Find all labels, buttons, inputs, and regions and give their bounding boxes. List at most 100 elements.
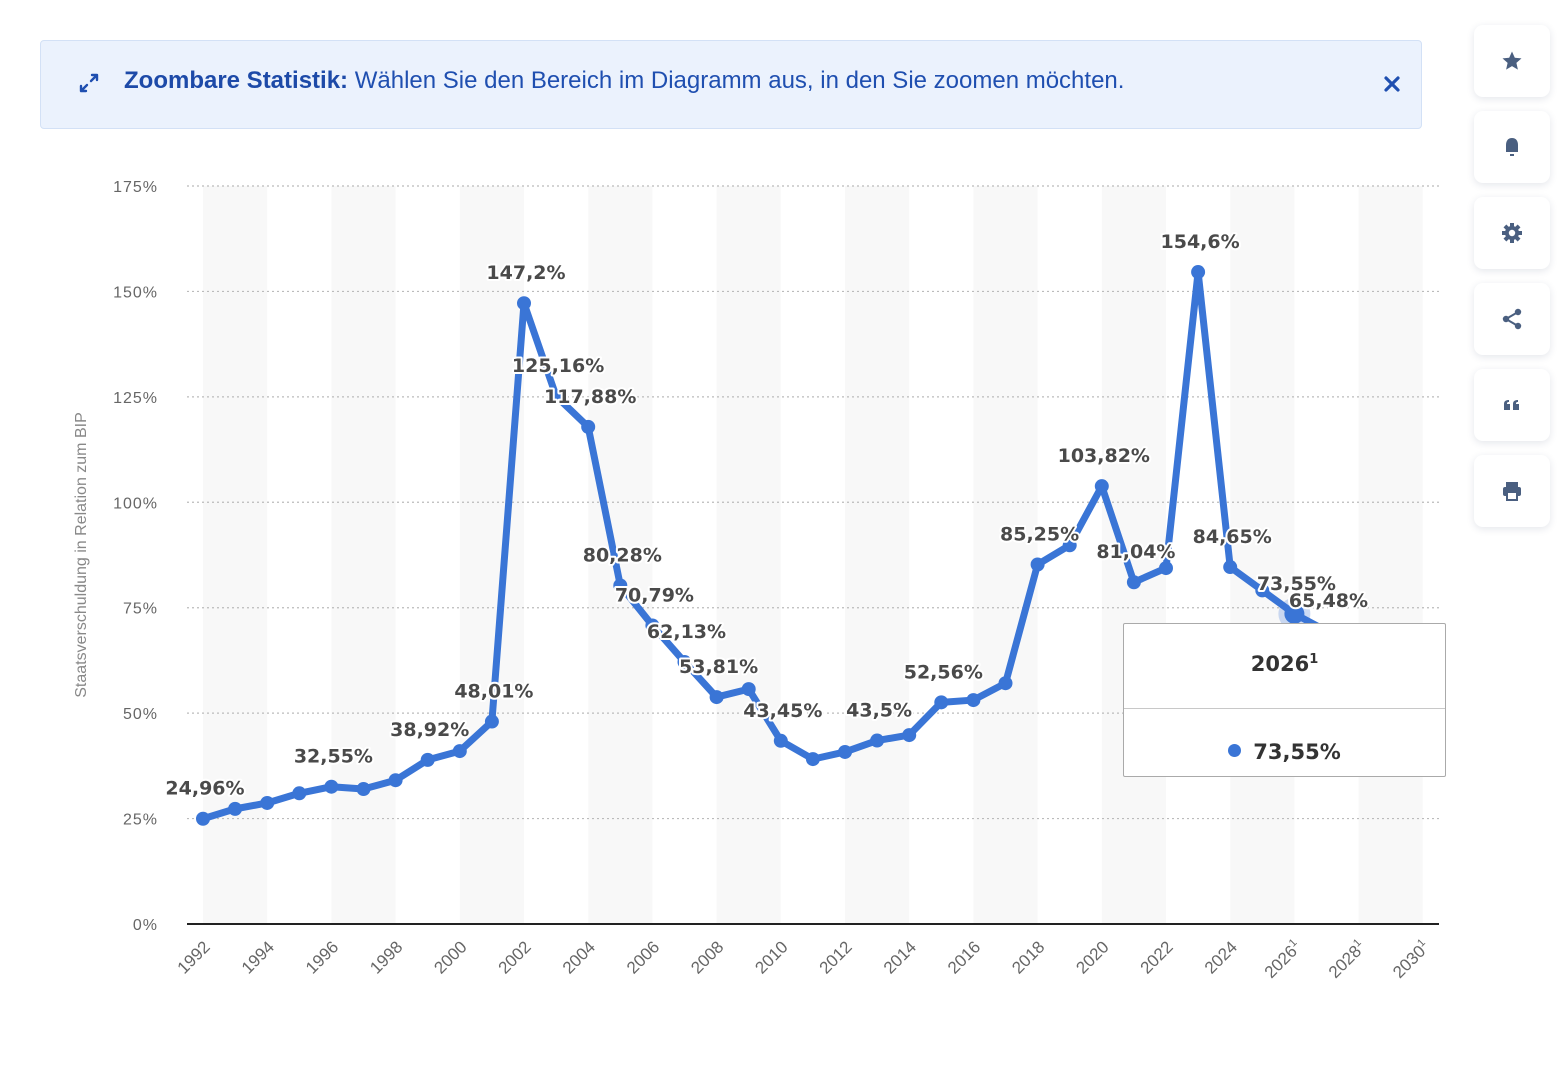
data-point[interactable] [292, 786, 307, 801]
data-point[interactable] [677, 654, 692, 669]
data-point[interactable] [998, 676, 1013, 691]
x-tick-label: 20281 [1324, 937, 1369, 982]
data-point[interactable] [388, 773, 403, 788]
data-point[interactable] [581, 419, 596, 434]
y-tick-label: 150% [113, 284, 158, 301]
x-tick-label: 2016 [944, 937, 984, 977]
x-tick-label: 2022 [1137, 937, 1177, 977]
banner-message: Wählen Sie den Bereich im Diagramm aus, … [354, 67, 1125, 94]
cite-button[interactable] [1474, 369, 1550, 441]
data-point[interactable] [1255, 583, 1270, 598]
sidebar-actions [1474, 25, 1550, 541]
data-label: 43,45% [743, 700, 822, 722]
data-label: 53,81% [679, 656, 758, 678]
data-point[interactable] [1062, 538, 1077, 553]
data-point[interactable] [966, 693, 981, 708]
data-point[interactable] [709, 690, 724, 705]
hover-point[interactable] [1284, 603, 1305, 624]
column-band [459, 186, 524, 924]
printer-icon [1503, 482, 1521, 501]
gear-icon [1502, 223, 1522, 243]
x-tick-label: 1994 [238, 937, 278, 977]
data-point[interactable] [228, 801, 243, 816]
data-point[interactable] [645, 618, 660, 633]
data-label: 24,96% [165, 778, 244, 800]
data-point[interactable] [1191, 265, 1206, 280]
data-point[interactable] [870, 733, 885, 748]
column-band [1101, 186, 1166, 924]
data-label: 70,79% [615, 584, 694, 606]
bell-icon [1506, 138, 1518, 156]
data-point[interactable] [196, 811, 210, 826]
data-point[interactable] [934, 695, 949, 710]
settings-button[interactable] [1474, 197, 1550, 269]
data-point[interactable] [773, 733, 788, 748]
data-point[interactable] [741, 682, 756, 697]
notification-button[interactable] [1474, 111, 1550, 183]
column-band [203, 186, 268, 924]
data-point[interactable] [356, 782, 371, 797]
data-point[interactable] [1223, 560, 1238, 575]
x-tick-label: 1992 [174, 937, 214, 977]
data-point[interactable] [838, 744, 852, 759]
y-tick-label: 50% [123, 706, 158, 723]
x-tick-label: 2014 [880, 937, 920, 977]
tooltip-footnote: 1 [1309, 652, 1319, 667]
data-label: 84,65% [1193, 526, 1272, 548]
column-band [845, 186, 910, 924]
series-marker-icon [1228, 744, 1242, 757]
share-button[interactable] [1474, 283, 1550, 355]
column-band [1358, 186, 1423, 924]
data-point[interactable] [517, 296, 531, 311]
y-tick-label: 175% [113, 179, 158, 196]
tooltip-divider [1124, 708, 1445, 709]
data-label: 48,01% [454, 681, 533, 703]
data-label: 103,82% [1058, 445, 1150, 467]
banner-title: Zoombare Statistik: [124, 67, 349, 94]
data-point[interactable] [420, 752, 435, 767]
x-tick-label: 2020 [1072, 937, 1112, 977]
expand-arrows-icon [79, 73, 99, 93]
banner-text: Zoombare Statistik: Wählen Sie den Berei… [124, 67, 1124, 95]
data-point[interactable] [805, 752, 820, 767]
x-tick-label: 2002 [495, 937, 535, 977]
column-band [973, 186, 1038, 924]
banner-close-button[interactable] [1377, 69, 1407, 99]
data-point[interactable] [324, 779, 339, 794]
data-point[interactable] [484, 714, 499, 729]
data-label: 52,56% [904, 661, 983, 683]
x-tick-label: 2006 [623, 937, 663, 977]
data-point[interactable] [452, 744, 467, 759]
column-band [716, 186, 781, 924]
x-tick-label: 1998 [366, 937, 406, 977]
data-label: 43,5% [846, 700, 912, 722]
data-label: 125,16% [512, 355, 604, 377]
tooltip: 20261 73,55% [1123, 623, 1446, 777]
data-point[interactable] [613, 578, 628, 593]
x-tick-label: 2024 [1201, 937, 1241, 977]
y-tick-label: 125% [113, 390, 158, 407]
data-point[interactable] [549, 389, 564, 404]
data-point[interactable] [1126, 575, 1141, 590]
data-point[interactable] [260, 795, 275, 810]
y-tick-label: 25% [123, 812, 158, 829]
tooltip-value-row: 73,55% [1124, 740, 1445, 764]
data-point[interactable] [902, 728, 917, 743]
print-button[interactable] [1474, 455, 1550, 527]
data-point[interactable] [1159, 561, 1173, 576]
tooltip-year: 20261 [1124, 652, 1445, 676]
column-band [1230, 186, 1295, 924]
star-icon [1502, 51, 1522, 70]
y-tick-label: 75% [123, 601, 158, 618]
data-label: 85,25% [1000, 523, 1079, 545]
data-label: 80,28% [583, 544, 662, 566]
x-tick-label: 2012 [816, 937, 856, 977]
data-label: 73,55% [1257, 573, 1336, 595]
data-point[interactable] [1030, 557, 1045, 572]
data-point[interactable] [1094, 479, 1109, 494]
x-tick-label: 20301 [1388, 937, 1433, 982]
favorite-button[interactable] [1474, 25, 1550, 97]
tooltip-year-text: 2026 [1250, 652, 1310, 676]
x-tick-label: 20261 [1260, 937, 1305, 982]
